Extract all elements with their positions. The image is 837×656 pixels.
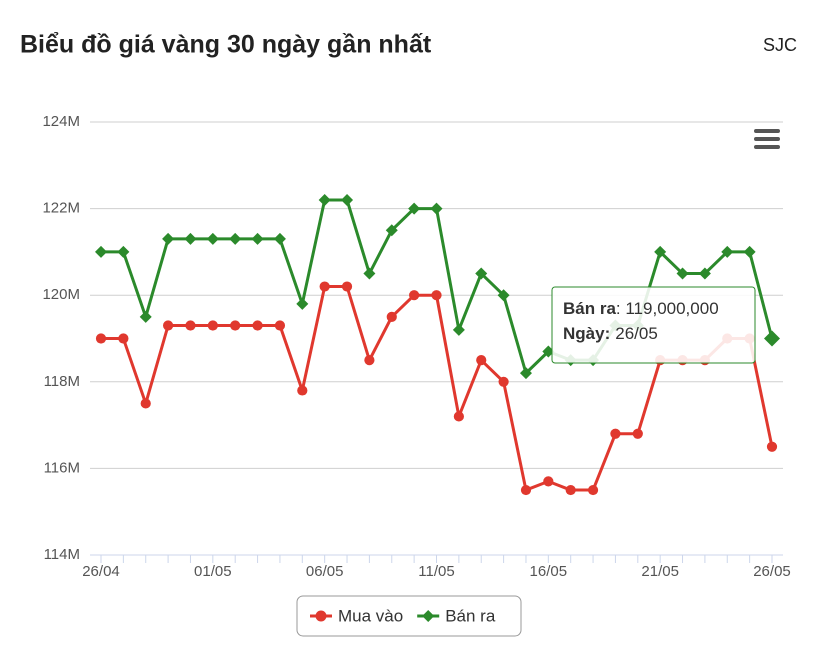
tooltip-value: : 119,000,000 — [616, 299, 719, 318]
data-point — [341, 281, 353, 292]
y-tick-label: 118M — [44, 373, 80, 390]
tooltip-key: Ngày: — [563, 324, 610, 343]
legend-box — [296, 595, 522, 637]
data-point — [185, 320, 196, 331]
legend-item[interactable]: Bán ra — [417, 606, 496, 625]
data-point — [520, 484, 532, 496]
data-point — [698, 267, 711, 280]
data-point — [475, 267, 488, 280]
legend-label: Bán ra — [445, 606, 496, 625]
x-tick-label: 26/04 — [82, 563, 120, 580]
y-tick-label: 122M — [42, 200, 80, 217]
menu-bar — [754, 145, 780, 149]
data-point — [721, 245, 734, 258]
data-point — [341, 193, 354, 206]
data-point — [95, 245, 107, 258]
data-point — [139, 310, 152, 323]
data-point — [118, 333, 129, 344]
data-point — [207, 320, 218, 331]
y-tick-label: 120M — [42, 286, 80, 303]
data-point — [95, 333, 107, 344]
data-point — [453, 411, 464, 422]
data-point — [610, 428, 621, 439]
data-point — [318, 193, 331, 206]
x-tick-label: 16/05 — [530, 563, 568, 580]
x-tick-label: 21/05 — [641, 563, 679, 580]
data-point — [654, 245, 667, 258]
data-point — [252, 320, 263, 331]
data-point — [184, 232, 197, 245]
y-tick-label: 124M — [42, 113, 80, 130]
data-point — [409, 290, 420, 301]
tooltip-key: Bán ra — [563, 299, 616, 318]
legend-item[interactable]: Mua vào — [310, 606, 403, 625]
x-tick-label: 06/05 — [306, 563, 344, 580]
y-tick-label: 116M — [44, 459, 80, 476]
legend-label: Mua vào — [338, 606, 403, 625]
menu-button[interactable] — [754, 129, 780, 149]
data-point — [542, 345, 555, 358]
menu-bar — [754, 137, 780, 141]
source-label: SJC — [763, 35, 797, 55]
data-point — [229, 232, 242, 245]
data-point — [363, 267, 376, 280]
data-point — [519, 367, 532, 380]
data-point — [408, 202, 421, 215]
tooltip-line: Bán ra: 119,000,000 — [563, 299, 719, 318]
tooltip: Bán ra: 119,000,000 Ngày: 26/05 — [551, 286, 756, 364]
data-point — [476, 355, 487, 366]
x-tick-label: 11/05 — [418, 563, 454, 580]
data-point — [319, 281, 330, 292]
data-point — [764, 330, 780, 347]
data-point — [296, 297, 309, 310]
data-point — [632, 428, 643, 439]
data-point — [274, 320, 286, 331]
data-point — [364, 355, 375, 366]
data-point — [766, 441, 778, 452]
data-point — [251, 232, 264, 245]
menu-bar — [754, 129, 780, 133]
data-point — [206, 232, 219, 245]
x-tick-label: 26/05 — [753, 563, 791, 580]
data-point — [386, 311, 397, 322]
data-point — [140, 398, 151, 409]
data-point — [162, 232, 175, 245]
data-point — [497, 289, 510, 302]
data-point — [385, 224, 398, 237]
x-tick-label: 01/05 — [194, 563, 232, 580]
data-point — [431, 290, 442, 301]
data-point — [163, 320, 174, 331]
data-point — [273, 232, 286, 245]
data-point — [452, 323, 465, 336]
chart-title: Biểu đồ giá vàng 30 ngày gần nhất — [20, 31, 432, 59]
data-point — [430, 202, 443, 215]
data-point — [117, 245, 130, 258]
tooltip-box — [551, 286, 756, 364]
data-point — [297, 385, 308, 396]
data-point — [543, 476, 554, 487]
data-point — [743, 245, 756, 258]
legend-marker — [315, 610, 327, 622]
legend: Mua vào Bán ra — [296, 595, 522, 637]
legend-marker — [422, 610, 435, 622]
data-point — [565, 484, 576, 496]
tooltip-date: 26/05 — [615, 324, 658, 343]
data-point — [676, 267, 689, 280]
data-point — [498, 376, 509, 387]
data-point — [230, 320, 241, 331]
tooltip-line: Ngày: 26/05 — [563, 324, 658, 343]
data-point — [587, 484, 599, 496]
y-tick-label: 114M — [44, 546, 80, 563]
